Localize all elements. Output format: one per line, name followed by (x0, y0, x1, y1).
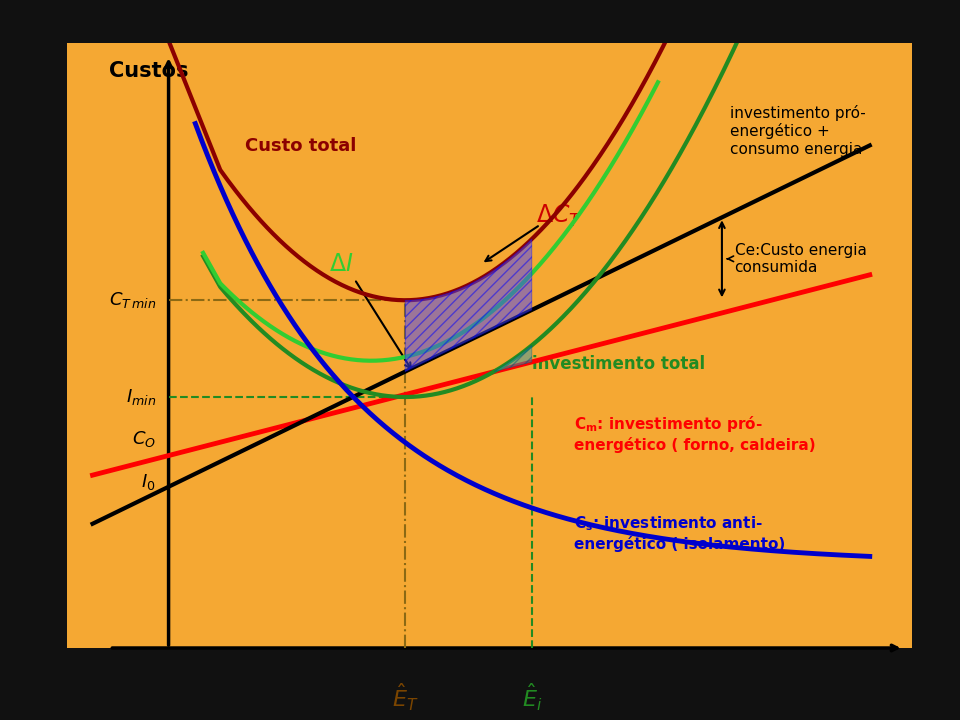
Text: $I_{min}$: $I_{min}$ (126, 387, 156, 407)
Text: $\Delta I$: $\Delta I$ (329, 252, 353, 276)
Text: Custos: Custos (109, 61, 189, 81)
Text: $C_O$: $C_O$ (132, 429, 156, 449)
Text: $\mathbf{C_m}$: investimento pró-
energético ( forno, caldeira): $\mathbf{C_m}$: investimento pró- energé… (574, 414, 816, 453)
Text: $C_{T\,min}$: $C_{T\,min}$ (108, 290, 156, 310)
Text: $\hat{E}_i$: $\hat{E}_i$ (521, 681, 542, 713)
Text: $\hat{E}_T$: $\hat{E}_T$ (392, 681, 419, 713)
Text: Custo total: Custo total (245, 137, 356, 155)
Text: $\Delta C_T$: $\Delta C_T$ (536, 202, 582, 229)
Text: Ce:Custo energia
consumida: Ce:Custo energia consumida (734, 243, 867, 275)
Text: $I_0$: $I_0$ (141, 472, 156, 492)
Text: $\mathbf{C_s}$: investimento anti-
energético ( isolamento): $\mathbf{C_s}$: investimento anti- energ… (574, 514, 785, 552)
Text: investimento total: investimento total (532, 355, 705, 373)
Text: investimento pró-
energético +
consumo energia: investimento pró- energético + consumo e… (731, 105, 866, 157)
